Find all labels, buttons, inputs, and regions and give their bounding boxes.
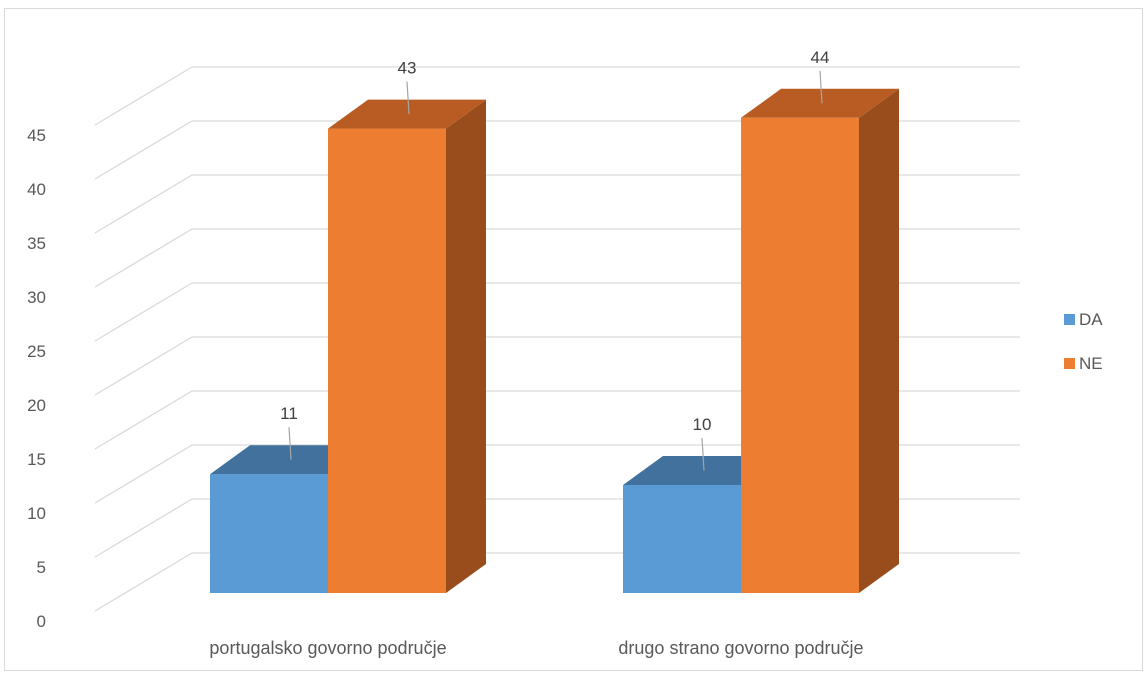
gridline-side-45 bbox=[94, 66, 193, 126]
legend: DA NE bbox=[1064, 310, 1103, 373]
data-label-da-1: 10 bbox=[693, 415, 712, 434]
y-axis-ticks: 0 5 10 15 20 25 30 35 40 45 bbox=[27, 126, 46, 631]
bar-ne-0-top bbox=[328, 99, 486, 129]
y-tick-label: 20 bbox=[27, 396, 46, 415]
y-tick-label: 35 bbox=[27, 234, 46, 253]
x-category-label: portugalsko govorno područje bbox=[209, 638, 446, 658]
leader-line-ne-1 bbox=[819, 70, 823, 104]
leader-line-ne-0 bbox=[406, 81, 410, 115]
gridline-side-10 bbox=[94, 444, 193, 504]
legend-label-ne: NE bbox=[1079, 354, 1103, 373]
gridline-side-35 bbox=[94, 174, 193, 234]
leader-line-da-1 bbox=[701, 437, 705, 471]
y-tick-label: 10 bbox=[27, 504, 46, 523]
gridline-side-20 bbox=[94, 336, 193, 396]
x-category-label: drugo strano govorno područje bbox=[618, 638, 863, 658]
bar-ne-0-side bbox=[446, 99, 486, 593]
gridline-side-0 bbox=[94, 552, 193, 612]
bar-da-0 bbox=[210, 474, 328, 593]
legend-label-da: DA bbox=[1079, 310, 1103, 329]
y-tick-label: 5 bbox=[37, 558, 46, 577]
legend-swatch-da bbox=[1064, 314, 1075, 325]
leader-line-da-0 bbox=[288, 427, 292, 460]
y-tick-label: 45 bbox=[27, 126, 46, 145]
gridline-side-30 bbox=[94, 228, 193, 288]
gridline-side-25 bbox=[94, 282, 193, 342]
bar-da-1 bbox=[623, 485, 741, 593]
y-tick-label: 30 bbox=[27, 288, 46, 307]
y-tick-label: 15 bbox=[27, 450, 46, 469]
bar-ne-1-side bbox=[859, 88, 899, 594]
data-label-da-0: 11 bbox=[280, 404, 298, 423]
y-tick-label: 40 bbox=[27, 180, 46, 199]
gridline-side-15 bbox=[94, 390, 193, 450]
bars bbox=[210, 88, 899, 594]
gridline-side-40 bbox=[94, 120, 193, 180]
chart-frame bbox=[4, 8, 1143, 671]
bar-ne-0 bbox=[328, 128, 446, 593]
bar-ne-1-top bbox=[741, 88, 899, 118]
data-labels: 11 43 10 44 bbox=[280, 48, 829, 471]
gridline-side-5 bbox=[94, 498, 193, 558]
data-label-ne-1: 44 bbox=[811, 48, 830, 67]
y-tick-label: 0 bbox=[37, 612, 46, 631]
data-label-ne-0: 43 bbox=[398, 59, 417, 78]
legend-swatch-ne bbox=[1064, 358, 1075, 369]
x-axis-categories: portugalsko govorno područje drugo strano… bbox=[209, 638, 863, 658]
y-tick-label: 25 bbox=[27, 342, 46, 361]
bar-ne-1 bbox=[741, 117, 859, 594]
